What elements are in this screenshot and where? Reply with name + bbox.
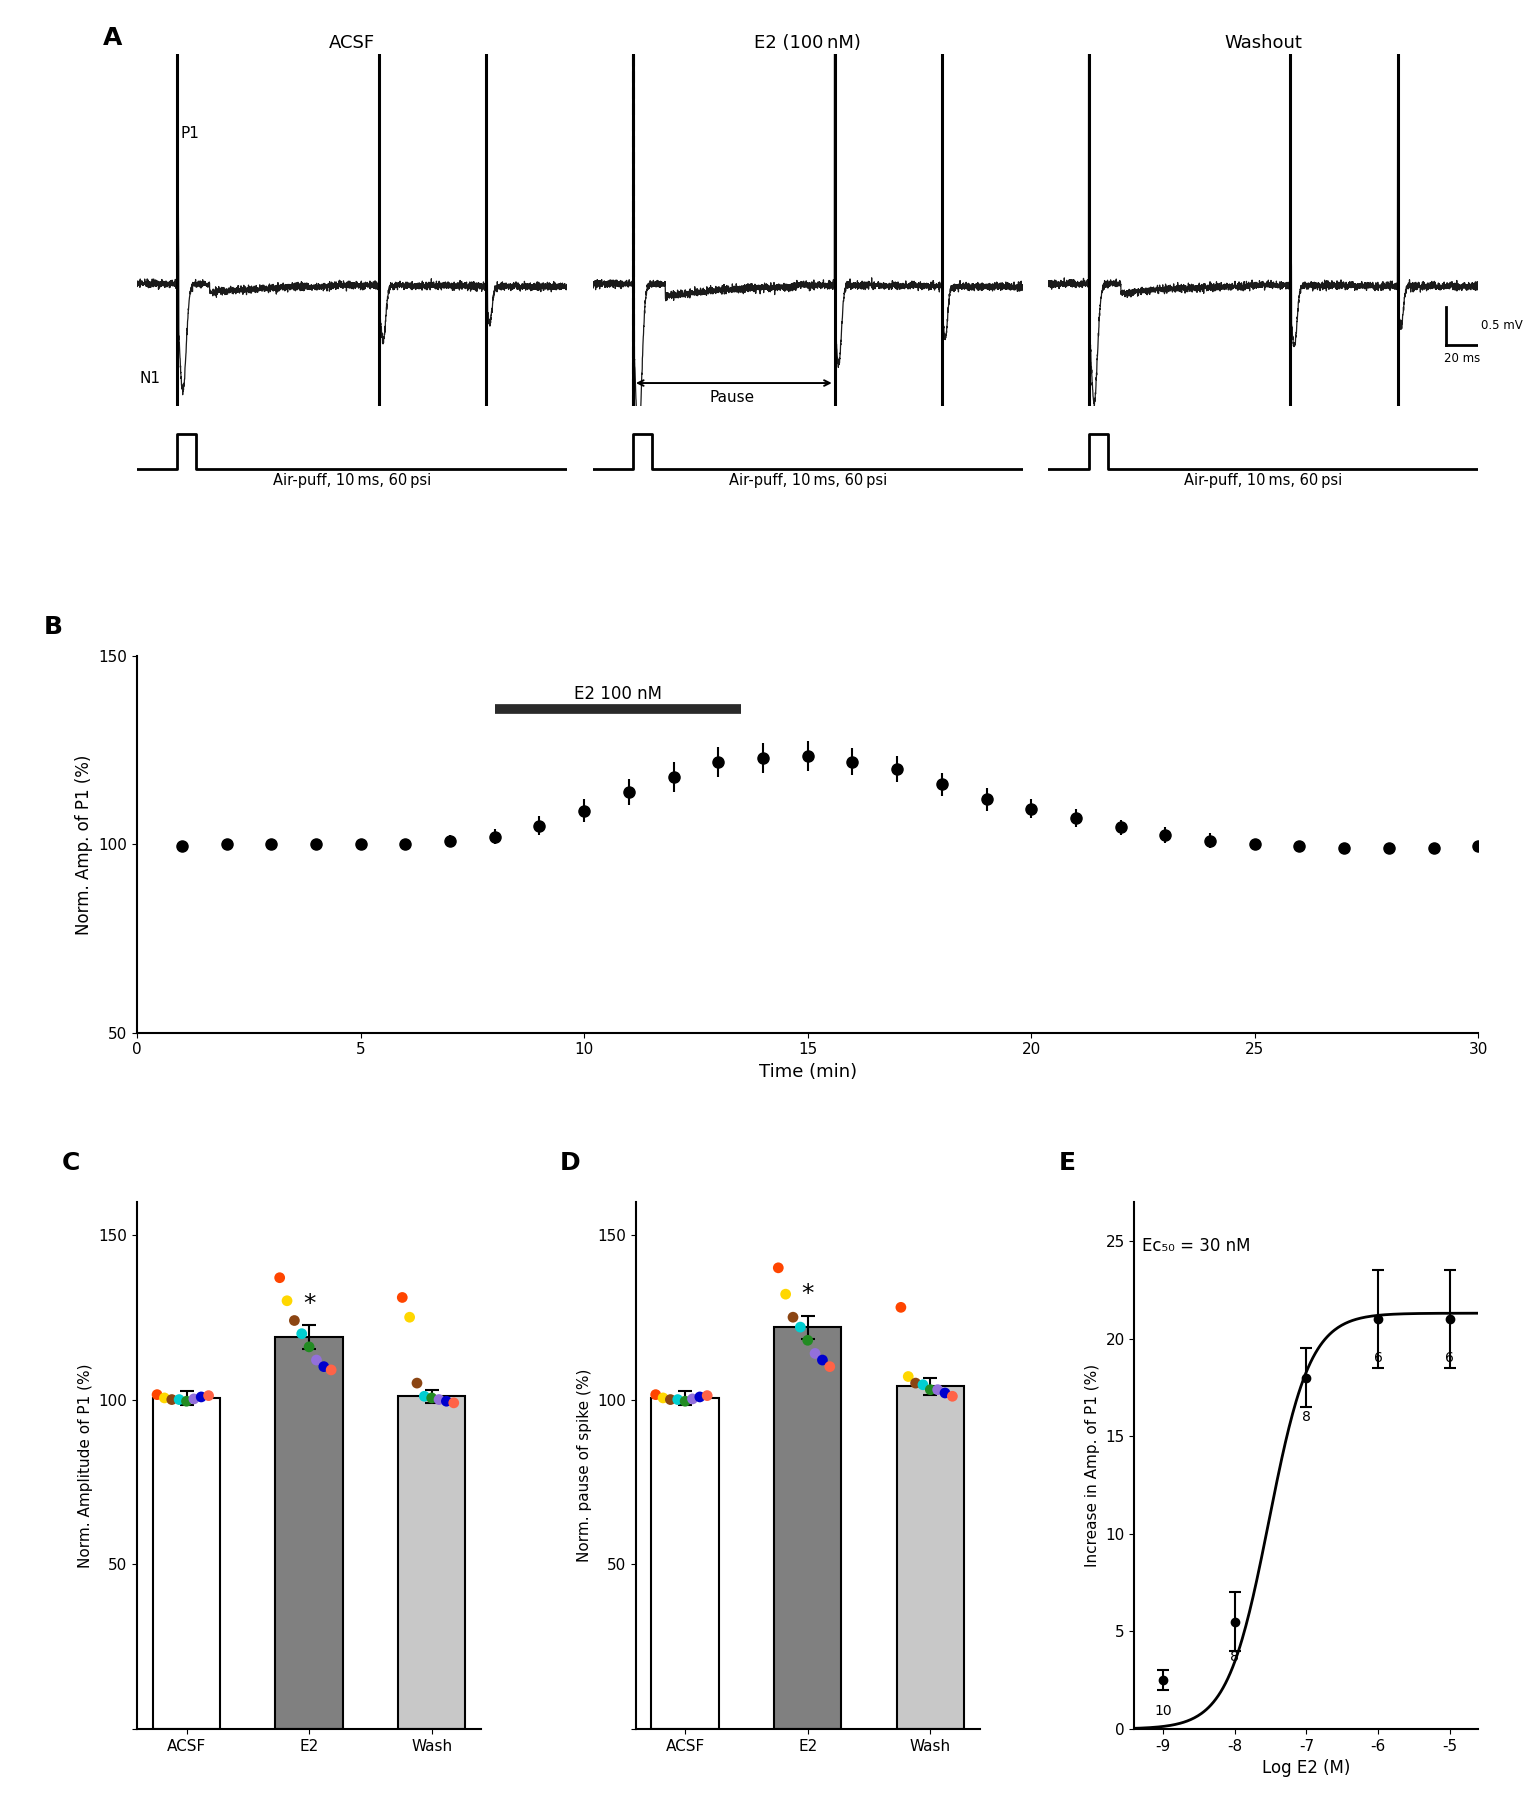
Point xyxy=(290,1320,314,1349)
Point xyxy=(319,1356,343,1385)
Point xyxy=(174,1387,198,1416)
Text: Air-puff, 10 ms, 60 psi: Air-puff, 10 ms, 60 psi xyxy=(1184,474,1343,488)
Text: E2 100 nM: E2 100 nM xyxy=(573,684,661,702)
Point xyxy=(189,1383,213,1412)
Point xyxy=(933,1378,957,1407)
Point xyxy=(940,1381,965,1410)
Point xyxy=(680,1385,704,1414)
Y-axis label: Norm. pause of spike (%): Norm. pause of spike (%) xyxy=(576,1369,591,1561)
Bar xyxy=(774,1327,841,1729)
Point xyxy=(145,1380,169,1408)
Point xyxy=(674,1387,698,1416)
Point xyxy=(152,1383,177,1412)
Point xyxy=(917,1376,942,1405)
Text: 10: 10 xyxy=(1154,1704,1172,1718)
Text: Ec₅₀ = 30 nM: Ec₅₀ = 30 nM xyxy=(1141,1237,1250,1255)
Point xyxy=(297,1333,322,1362)
Point xyxy=(695,1381,719,1410)
Point xyxy=(268,1263,293,1291)
Text: 0.5 mV: 0.5 mV xyxy=(1481,319,1522,331)
Point xyxy=(390,1282,415,1311)
Text: Pause: Pause xyxy=(710,391,754,405)
Bar xyxy=(896,1387,965,1729)
Text: *: * xyxy=(303,1291,315,1315)
Text: A: A xyxy=(102,25,122,50)
Bar xyxy=(152,1398,219,1729)
Text: B: B xyxy=(43,614,62,639)
Point xyxy=(305,1345,329,1374)
Text: 6: 6 xyxy=(1445,1351,1454,1365)
Point xyxy=(427,1385,451,1414)
Text: *: * xyxy=(802,1282,814,1306)
Point xyxy=(811,1345,835,1374)
Point xyxy=(168,1385,192,1414)
Point xyxy=(803,1340,828,1369)
Point xyxy=(911,1371,936,1399)
Point xyxy=(643,1380,668,1408)
Text: Air-puff, 10 ms, 60 psi: Air-puff, 10 ms, 60 psi xyxy=(728,474,887,488)
Point xyxy=(398,1302,422,1331)
Point xyxy=(651,1383,675,1412)
Bar xyxy=(651,1398,719,1729)
Title: E2 (100 nM): E2 (100 nM) xyxy=(754,34,861,52)
Y-axis label: Increase in Amp. of P1 (%): Increase in Amp. of P1 (%) xyxy=(1085,1363,1100,1567)
Text: C: C xyxy=(61,1151,79,1176)
Point xyxy=(896,1362,920,1390)
Point xyxy=(442,1389,466,1417)
Point xyxy=(817,1353,841,1381)
Point xyxy=(767,1253,791,1282)
Point xyxy=(419,1383,443,1412)
Point xyxy=(904,1369,928,1398)
Point xyxy=(925,1376,949,1405)
Point xyxy=(796,1326,820,1354)
Text: Air-puff, 10 ms, 60 psi: Air-puff, 10 ms, 60 psi xyxy=(273,474,431,488)
Title: Washout: Washout xyxy=(1224,34,1303,52)
Point xyxy=(311,1353,335,1381)
Point xyxy=(160,1385,184,1414)
Bar xyxy=(398,1396,465,1729)
Title: ACSF: ACSF xyxy=(329,34,375,52)
Point xyxy=(434,1387,459,1416)
Text: 8: 8 xyxy=(1230,1650,1239,1664)
Point xyxy=(666,1385,690,1414)
Point xyxy=(774,1281,799,1309)
Text: 20 ms: 20 ms xyxy=(1445,351,1480,364)
Text: D: D xyxy=(561,1151,581,1176)
Point xyxy=(181,1385,206,1414)
Point xyxy=(780,1302,805,1331)
Point xyxy=(274,1286,299,1315)
X-axis label: Log E2 (M): Log E2 (M) xyxy=(1262,1760,1350,1778)
Point xyxy=(282,1306,306,1335)
Point xyxy=(687,1383,712,1412)
X-axis label: Time (min): Time (min) xyxy=(759,1063,856,1081)
Y-axis label: Norm. Amplitude of P1 (%): Norm. Amplitude of P1 (%) xyxy=(78,1363,93,1567)
Text: N1: N1 xyxy=(140,371,162,385)
Point xyxy=(888,1293,913,1322)
Point xyxy=(411,1381,436,1410)
Point xyxy=(197,1381,221,1410)
Point xyxy=(405,1369,430,1398)
Text: 6: 6 xyxy=(1373,1351,1382,1365)
Bar xyxy=(276,1336,343,1729)
Text: P1: P1 xyxy=(180,126,200,140)
Point xyxy=(658,1385,683,1414)
Text: E: E xyxy=(1059,1151,1076,1176)
Point xyxy=(788,1313,812,1342)
Y-axis label: Norm. Amp. of P1 (%): Norm. Amp. of P1 (%) xyxy=(75,755,93,935)
Text: 8: 8 xyxy=(1301,1410,1311,1423)
